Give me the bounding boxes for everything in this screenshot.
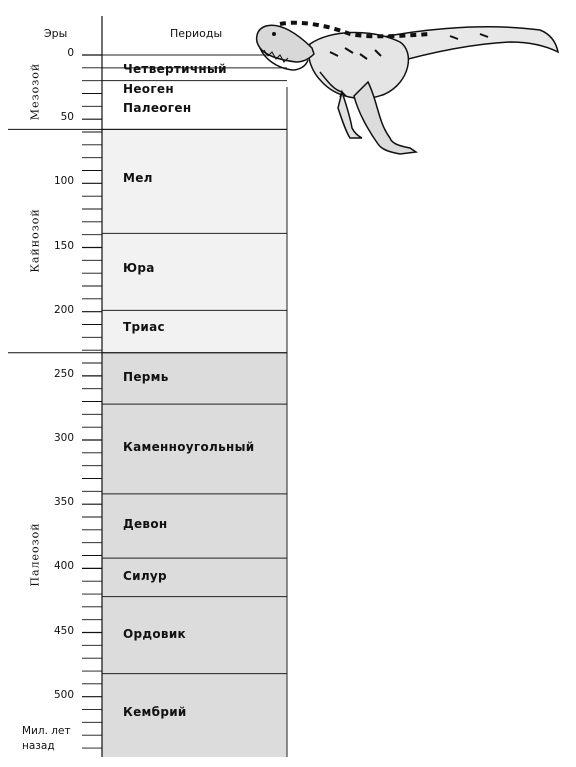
- tick-label: 350: [53, 496, 74, 509]
- tick-label: 200: [53, 303, 74, 316]
- period-label: Пермь: [123, 370, 169, 385]
- period-label: Мел: [123, 171, 153, 186]
- period-block: [102, 493, 287, 559]
- tick-label: 0: [67, 47, 74, 59]
- period-label: Силур: [123, 569, 167, 584]
- unit-label: Мил. лет назад: [22, 724, 71, 754]
- periods-header: Периоды: [170, 27, 223, 40]
- period-label: Палеоген: [123, 100, 192, 115]
- period-block: [102, 55, 287, 68]
- tick-label: 400: [53, 560, 74, 573]
- tick-label: 300: [53, 432, 74, 444]
- tick-label: 100: [53, 175, 74, 188]
- tick-label: 250: [53, 367, 74, 380]
- eras-header: Эры: [44, 27, 68, 40]
- era-label: Палеозой: [28, 522, 42, 587]
- tick-label: 450: [53, 624, 74, 637]
- unit-label-line-1: Мил. лет: [22, 725, 71, 737]
- period-label: Девон: [123, 516, 168, 531]
- period-block: [102, 80, 287, 130]
- period-label: Каменноугольный: [123, 439, 255, 454]
- period-label: Ордовик: [123, 627, 186, 642]
- unit-label-line-2: назад: [22, 740, 55, 752]
- tyrannosaurus-illustration: [255, 20, 560, 155]
- period-label: Четвертичный: [123, 62, 227, 77]
- period-block: [102, 673, 287, 757]
- tick-label: 500: [53, 688, 74, 701]
- tick-label: 50: [60, 111, 74, 124]
- period-block: [102, 404, 287, 494]
- period-block: [102, 596, 287, 674]
- period-block: [102, 558, 287, 597]
- period-block: [102, 67, 287, 81]
- period-label: Триас: [123, 320, 165, 335]
- period-label: Кембрий: [123, 705, 187, 720]
- period-label: Неоген: [123, 81, 174, 96]
- period-block: [102, 129, 287, 234]
- period-block: [102, 352, 287, 405]
- period-block: [102, 233, 287, 311]
- tick-label: 150: [53, 239, 74, 252]
- period-label: Юра: [123, 261, 155, 276]
- period-block: [102, 310, 287, 353]
